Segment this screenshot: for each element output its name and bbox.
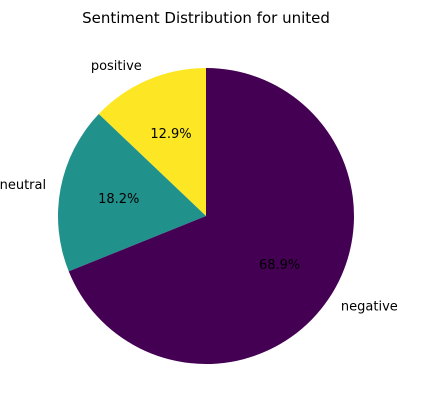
chart-title: Sentiment Distribution for united	[82, 9, 330, 27]
percent-label-neutral: 18.2%	[98, 192, 139, 207]
pie-labels: positive 12.9% neutral 18.2% negative 68.9%	[0, 59, 398, 315]
percent-label-negative: 68.9%	[259, 258, 300, 273]
pie-slice-neutral	[57, 114, 206, 272]
percent-label-positive: 12.9%	[150, 127, 191, 142]
category-label-negative: negative	[341, 300, 398, 315]
pie-slices	[57, 68, 354, 364]
category-label-neutral: neutral	[0, 178, 46, 193]
pie-slice-positive	[98, 68, 206, 216]
category-label-positive: positive	[91, 59, 142, 74]
pie-slice-negative	[68, 68, 354, 364]
